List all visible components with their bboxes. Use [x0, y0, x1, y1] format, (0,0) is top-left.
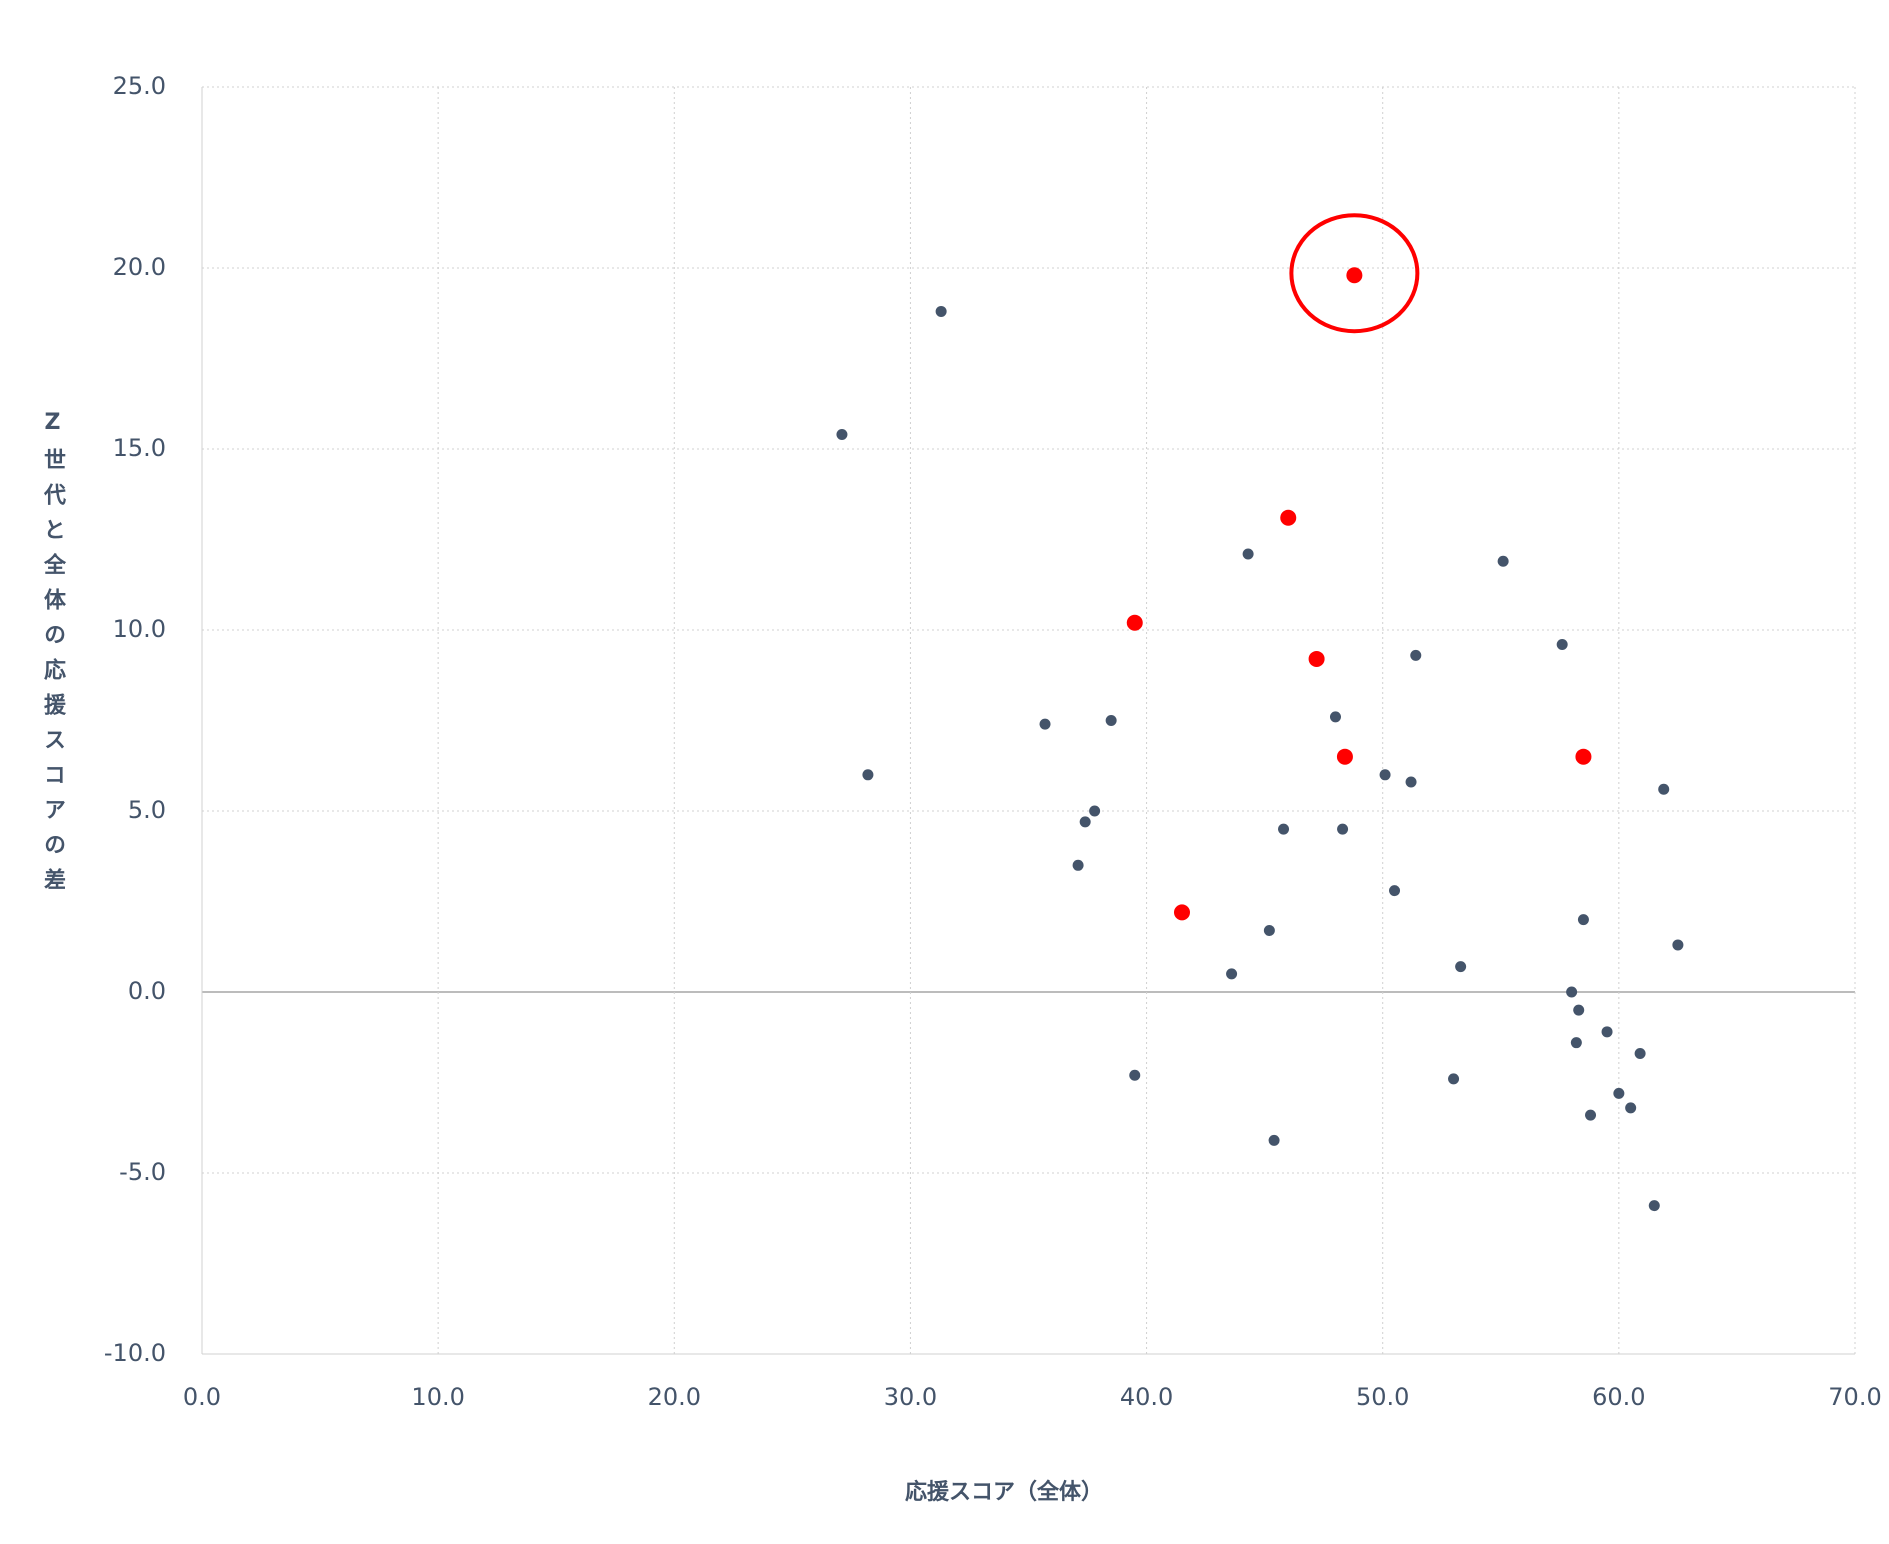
point [1329, 711, 1341, 723]
x-tick-label: 30.0 [884, 1383, 937, 1411]
highlight-ring [1289, 213, 1420, 334]
point [1405, 776, 1417, 788]
point [1570, 1037, 1582, 1049]
x-tick-label: 0.0 [183, 1383, 221, 1411]
point [1389, 885, 1401, 897]
y-tick-label: -10.0 [104, 1339, 166, 1367]
point [862, 769, 874, 781]
point [1613, 1087, 1625, 1099]
point [1455, 961, 1467, 973]
x-tick-label: 50.0 [1356, 1383, 1409, 1411]
point [1575, 748, 1592, 765]
point [1263, 924, 1275, 936]
point [1079, 816, 1091, 828]
point [1268, 1134, 1280, 1146]
y-tick-label: 0.0 [128, 977, 166, 1005]
point [1634, 1048, 1646, 1060]
point [1658, 783, 1670, 795]
point [1497, 555, 1509, 567]
point [1226, 968, 1238, 980]
point [1448, 1073, 1460, 1085]
point [1625, 1102, 1637, 1114]
point [1346, 267, 1363, 284]
y-tick-label: 15.0 [113, 434, 166, 462]
point [1577, 914, 1589, 926]
point [1278, 823, 1290, 835]
y-tick-label: 5.0 [128, 796, 166, 824]
point [1089, 805, 1101, 817]
point [1336, 748, 1353, 765]
point [935, 305, 947, 317]
point [1039, 718, 1051, 730]
x-tick-label: 20.0 [648, 1383, 701, 1411]
x-axis-title: 応援スコア（全体） [904, 1480, 1103, 1505]
point [1573, 1004, 1585, 1016]
point [1337, 823, 1349, 835]
point [1672, 939, 1684, 951]
point [1601, 1026, 1613, 1038]
point [1072, 859, 1084, 871]
point [1129, 1069, 1141, 1081]
point [1280, 509, 1297, 526]
point [1566, 986, 1578, 998]
y-tick-label: 25.0 [113, 72, 166, 100]
x-tick-label: 40.0 [1120, 1383, 1173, 1411]
point [1105, 715, 1117, 726]
x-tick-label: 60.0 [1592, 1383, 1645, 1411]
y-tick-label: 20.0 [113, 253, 166, 281]
point [1126, 614, 1143, 631]
point [1556, 638, 1568, 650]
point [1410, 649, 1422, 661]
x-tick-label: 10.0 [411, 1383, 464, 1411]
y-axis-title: Z世代と全体の応援スコアの差 [40, 410, 65, 903]
point [1242, 548, 1254, 560]
x-tick-label: 70.0 [1828, 1383, 1881, 1411]
point [1308, 650, 1325, 667]
point [1648, 1200, 1660, 1212]
point [1585, 1109, 1597, 1121]
point [1379, 769, 1391, 781]
y-tick-label: -5.0 [119, 1158, 166, 1186]
point [1173, 904, 1190, 921]
point [836, 429, 848, 441]
y-tick-label: 10.0 [113, 615, 166, 643]
